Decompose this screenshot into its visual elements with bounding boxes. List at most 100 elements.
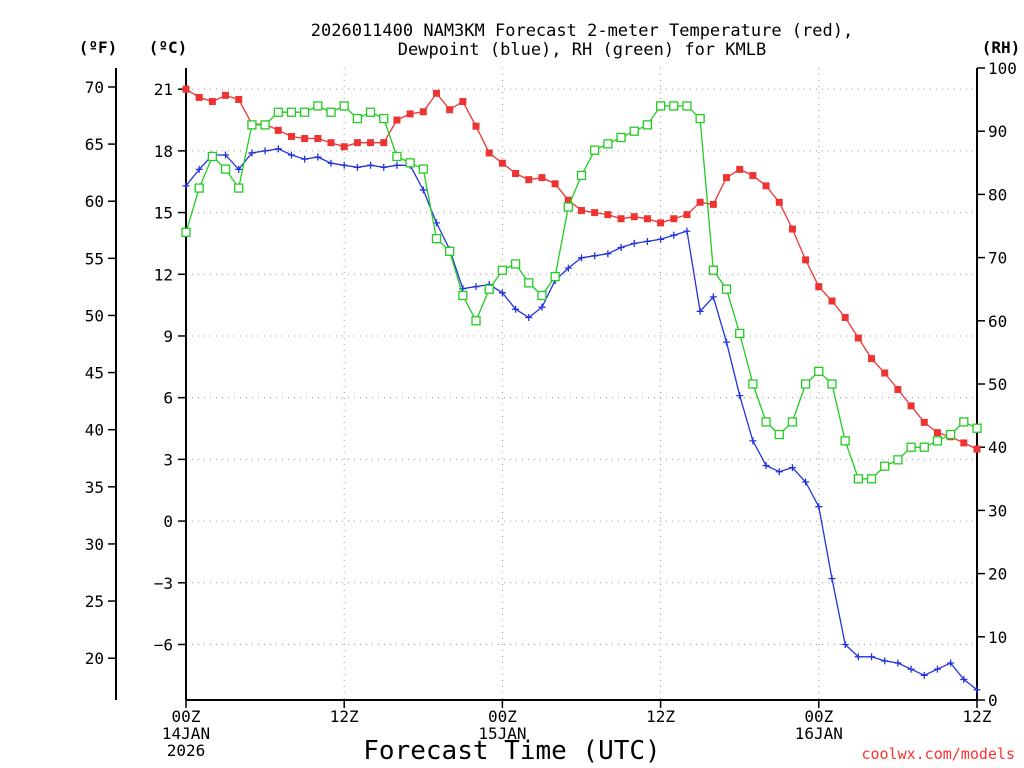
- rh-point: [853, 474, 863, 484]
- rh-point: [445, 246, 455, 256]
- fahrenheit-tick-label: 65: [85, 135, 104, 154]
- x-tick-label: 12Z: [646, 707, 675, 726]
- dewpoint-point: [301, 155, 309, 163]
- rh-point: [774, 429, 784, 440]
- x-tick-label: 00Z: [488, 707, 517, 726]
- dewpoint-point: [933, 665, 941, 673]
- rh-point: [220, 164, 231, 174]
- dewpoint-point: [907, 665, 915, 673]
- rh-point: [880, 461, 890, 471]
- rh-point: [866, 474, 877, 484]
- rh-point: [787, 417, 798, 427]
- temperature-point: [696, 198, 704, 206]
- dewpoint-point: [419, 186, 427, 194]
- dewpoint-point: [222, 151, 230, 159]
- temperature-point: [841, 313, 849, 321]
- rh-point: [695, 113, 705, 124]
- dewpoint-point: [261, 147, 269, 155]
- dewpoint-point: [287, 151, 295, 159]
- dewpoint-point: [709, 293, 717, 301]
- dewpoint-point: [512, 305, 520, 313]
- temperature-point: [327, 139, 335, 147]
- rh-point: [379, 113, 389, 124]
- dewpoint-point: [538, 303, 546, 311]
- dewpoint-point: [472, 283, 480, 291]
- x-tick-label: 00Z: [804, 707, 833, 726]
- rh-point: [906, 442, 916, 452]
- rh-point: [603, 139, 613, 149]
- temperature-point: [578, 207, 585, 215]
- rh-point: [405, 158, 415, 168]
- credit-text: coolwx.com/models: [861, 745, 1015, 763]
- grid-lines: [185, 68, 978, 700]
- temperature-point: [314, 135, 322, 143]
- fahrenheit-tick-label: 60: [85, 192, 104, 211]
- x-tick-label: 00Z: [172, 707, 201, 726]
- dewpoint-point: [828, 575, 836, 583]
- dewpoint-point: [630, 239, 638, 247]
- temperature-point: [393, 116, 401, 124]
- dewpoint-point: [775, 468, 783, 476]
- temperature-point: [287, 132, 295, 140]
- temperature-point: [380, 139, 388, 147]
- temperature-point: [630, 213, 638, 221]
- temperature-point: [894, 385, 902, 393]
- celsius-unit-label: (ºC): [149, 38, 188, 57]
- fahrenheit-tick-label: 50: [85, 306, 104, 325]
- fahrenheit-tick-label: 45: [85, 364, 104, 383]
- rh-point: [590, 145, 600, 155]
- dewpoint-point: [564, 264, 572, 272]
- rh-point: [339, 101, 349, 111]
- temperature-point: [551, 180, 559, 188]
- celsius-tick-label: −3: [154, 574, 173, 593]
- rh-point: [932, 436, 943, 446]
- dewpoint-point: [749, 437, 757, 445]
- temperature-point: [683, 211, 691, 219]
- dewpoint-point: [314, 153, 322, 161]
- temperature-point: [881, 369, 889, 377]
- celsius-tick-label: 21: [154, 80, 173, 99]
- rh-point: [629, 126, 639, 136]
- rh-point: [524, 278, 534, 288]
- rh-point: [273, 107, 283, 117]
- temperature-point: [235, 95, 243, 103]
- celsius-tick-label: 18: [154, 142, 173, 161]
- rh-point: [194, 183, 204, 193]
- dewpoint-point: [340, 161, 348, 169]
- dewpoint-point: [353, 163, 361, 171]
- rh-point: [313, 101, 323, 111]
- rh-point: [655, 101, 666, 111]
- temperature-point: [960, 439, 968, 447]
- dewpoint-point: [723, 338, 731, 346]
- rh-point: [550, 271, 560, 282]
- rh-point: [814, 366, 824, 377]
- rh-point: [682, 101, 692, 111]
- temperature-point: [195, 93, 203, 101]
- rh-point: [748, 379, 758, 389]
- rh-tick-label: 40: [988, 438, 1007, 457]
- dewpoint-point: [182, 182, 190, 190]
- rh-tick-label: 80: [988, 185, 1007, 204]
- temperature-point: [854, 334, 862, 342]
- temperature-point: [525, 176, 533, 184]
- temperature-point: [564, 196, 572, 204]
- rh-point: [207, 151, 218, 162]
- rh-point: [576, 170, 587, 181]
- temperature-point: [802, 256, 810, 264]
- dewpoint-point: [380, 163, 388, 171]
- rh-unit-label: (RH): [982, 38, 1021, 57]
- temperature-point: [512, 170, 520, 178]
- temperature-point: [222, 91, 230, 99]
- rh-point: [972, 423, 982, 433]
- temperature-point: [762, 182, 770, 190]
- fahrenheit-unit-label: (ºF): [79, 38, 118, 57]
- temperature-point: [208, 98, 216, 106]
- temperature-point: [353, 139, 361, 147]
- rh-point: [840, 436, 850, 446]
- rh-tick-label: 100: [988, 59, 1017, 78]
- rh-point: [299, 107, 310, 117]
- rh-point: [708, 265, 718, 275]
- rh-tick-label: 20: [988, 565, 1007, 584]
- rh-point: [181, 227, 191, 237]
- rh-point: [721, 284, 732, 294]
